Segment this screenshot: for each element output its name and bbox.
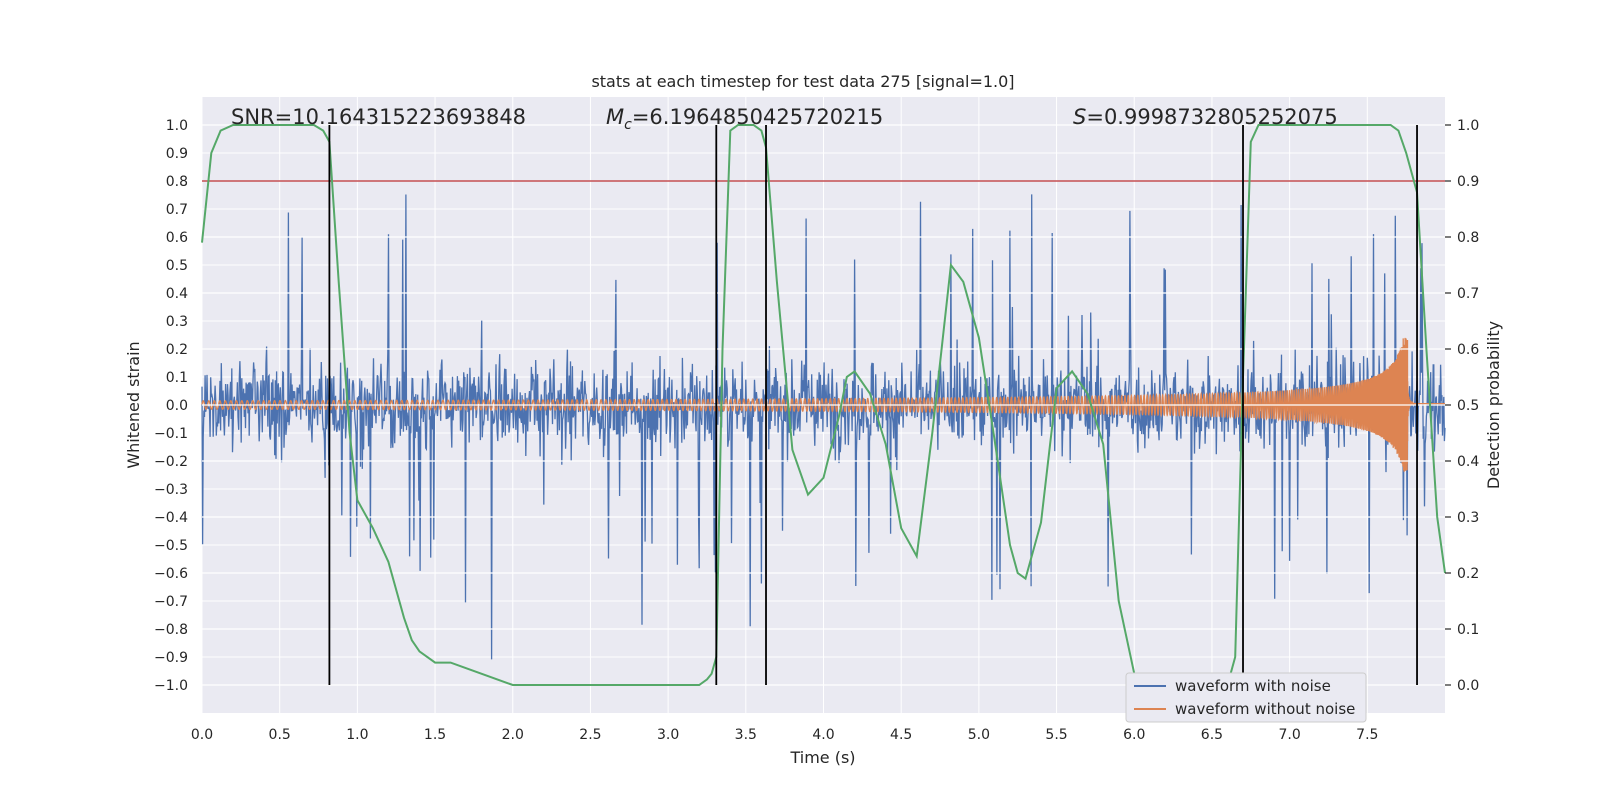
- y-right-tick-label-5: 0.5: [1457, 398, 1479, 414]
- noise-series: [201, 194, 1446, 660]
- s-value: =0.9998732805252075: [1086, 105, 1337, 129]
- legend-label-clean: waveform without noise: [1175, 700, 1355, 718]
- y-tick-label-11: −0.1: [154, 426, 188, 442]
- y-tick-label-8: 0.2: [166, 342, 188, 358]
- detection-probability-line: [201, 124, 1446, 686]
- y-right-tick-label-10: 0.0: [1457, 678, 1479, 694]
- x-tick-label-5: 2.5: [579, 727, 601, 743]
- x-tick-label-11: 5.5: [1045, 727, 1067, 743]
- x-tick-label-2: 1.0: [346, 727, 368, 743]
- y-tick-label-16: −0.6: [154, 566, 188, 582]
- s-symbol: S: [1073, 105, 1086, 129]
- x-tick-label-3: 1.5: [424, 727, 446, 743]
- probability-series: [201, 124, 1446, 686]
- y-axis-title: Whitened strain: [124, 341, 143, 468]
- y-axis-title-right: Detection probability: [1484, 321, 1503, 489]
- x-tick-label-6: 3.0: [657, 727, 679, 743]
- y-right-tick-label-7: 0.3: [1457, 510, 1479, 526]
- y-right-tick-label-6: 0.4: [1457, 454, 1479, 470]
- chirp-mass-annotation: Mc=6.1964850425720215: [606, 105, 883, 133]
- x-tick-label-10: 5.0: [968, 727, 990, 743]
- y-ticks-right: 1.0 0.9 0.8 0.7 0.6 0.5 0.4 0.3 0.2 0.1 0.0: [1445, 118, 1479, 694]
- x-tick-label-13: 6.5: [1201, 727, 1223, 743]
- y-tick-label-7: 0.3: [166, 314, 188, 330]
- y-right-tick-label-9: 0.1: [1457, 622, 1479, 638]
- legend-label-noise: waveform with noise: [1175, 677, 1331, 695]
- y-tick-label-14: −0.4: [154, 510, 188, 526]
- y-right-tick-label-3: 0.7: [1457, 286, 1479, 302]
- y-tick-label-13: −0.3: [154, 482, 188, 498]
- y-ticks: 1.0 0.9 0.8 0.7 0.6 0.5 0.4 0.3 0.2 0.1 0.0 −0.1 −0.…: [154, 118, 188, 694]
- y-tick-label-17: −0.7: [154, 594, 188, 610]
- y-tick-label-15: −0.5: [154, 538, 188, 554]
- x-tick-label-15: 7.5: [1356, 727, 1378, 743]
- x-ticks: 0.0 0.5 1.0 1.5 2.0 2.5 3.0 3.5 4.0 4.5 5.0 5.5 6.0 6…: [191, 727, 1379, 743]
- y-tick-label-20: −1.0: [154, 678, 188, 694]
- y-tick-label-12: −0.2: [154, 454, 188, 470]
- y-tick-label-2: 0.8: [166, 174, 188, 190]
- mc-value: =6.1964850425720215: [632, 105, 883, 129]
- y-right-tick-label-0: 1.0: [1457, 118, 1479, 134]
- right-grid: [202, 124, 1445, 686]
- y-tick-label-5: 0.5: [166, 258, 188, 274]
- x-tick-label-4: 2.0: [502, 727, 524, 743]
- y-tick-label-1: 0.9: [166, 146, 188, 162]
- waveform-without-noise-line: [201, 337, 1445, 472]
- y-tick-label-4: 0.6: [166, 230, 188, 246]
- clean-series: [201, 337, 1445, 472]
- y-tick-label-6: 0.4: [166, 286, 188, 302]
- legend-box: [1125, 672, 1367, 723]
- x-tick-label-8: 4.0: [812, 727, 834, 743]
- y-tick-label-0: 1.0: [166, 118, 188, 134]
- x-tick-label-0: 0.0: [191, 727, 213, 743]
- y-tick-label-3: 0.7: [166, 202, 188, 218]
- y-tick-label-19: −0.9: [154, 650, 188, 666]
- mc-symbol: M: [606, 105, 624, 129]
- y-tick-label-10: 0.0: [166, 398, 188, 414]
- chart-title: stats at each timestep for test data 275…: [591, 72, 1014, 91]
- y-right-tick-label-8: 0.2: [1457, 566, 1479, 582]
- mc-subscript: c: [624, 117, 632, 133]
- detection-markers: [328, 125, 1418, 685]
- waveform-with-noise-line: [201, 194, 1446, 660]
- x-tick-label-1: 0.5: [269, 727, 291, 743]
- legend: waveform with noise waveform without noi…: [1125, 672, 1367, 723]
- x-tick-label-9: 4.5: [890, 727, 912, 743]
- y-tick-label-18: −0.8: [154, 622, 188, 638]
- y-right-tick-label-4: 0.6: [1457, 342, 1479, 358]
- y-right-tick-label-1: 0.9: [1457, 174, 1479, 190]
- x-tick-label-7: 3.5: [735, 727, 757, 743]
- x-tick-label-14: 7.0: [1278, 727, 1300, 743]
- y-right-tick-label-2: 0.8: [1457, 230, 1479, 246]
- x-axis-title: Time (s): [789, 748, 855, 767]
- x-tick-label-12: 6.0: [1123, 727, 1145, 743]
- snr-annotation: SNR=10.164315223693848: [231, 105, 526, 129]
- y-tick-label-9: 0.1: [166, 370, 188, 386]
- score-annotation: S=0.9998732805252075: [1073, 105, 1338, 129]
